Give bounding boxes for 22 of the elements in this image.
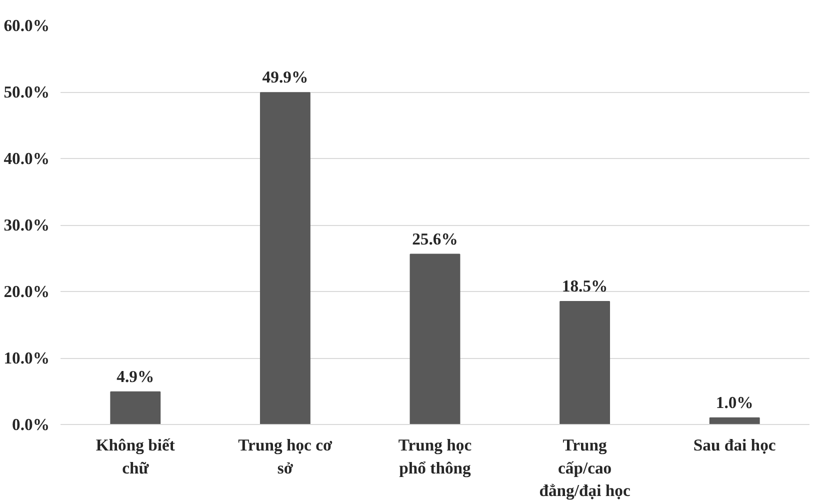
bar [110,391,161,424]
bar [560,300,610,424]
y-tick-label: 10.0% [4,348,50,368]
x-tick-label: Trung học phổ thông [398,436,472,478]
bar [709,417,760,424]
x-tick-label: Trung cấp/cao đẳng/đại học [539,436,630,500]
data-label: 4.9% [116,366,154,386]
data-label: 25.6% [412,229,458,248]
y-tick-label: 30.0% [4,216,50,234]
x-tick-label: Trung học cơ sở [238,436,333,478]
y-tick-label: 20.0% [4,282,50,301]
x-tick-label: Sau đai học [693,436,776,454]
data-label: 49.9% [262,68,308,87]
x-tick-label: Không biết chữ [96,436,176,478]
data-label: 1.0% [716,392,754,412]
y-tick-label: 0.0% [12,415,50,434]
data-label: 18.5% [562,276,608,296]
y-tick-label: 60.0% [4,16,50,35]
y-tick-label: 50.0% [4,82,50,102]
bar [260,92,310,424]
bar [410,254,460,424]
y-tick-label: 40.0% [4,149,50,168]
